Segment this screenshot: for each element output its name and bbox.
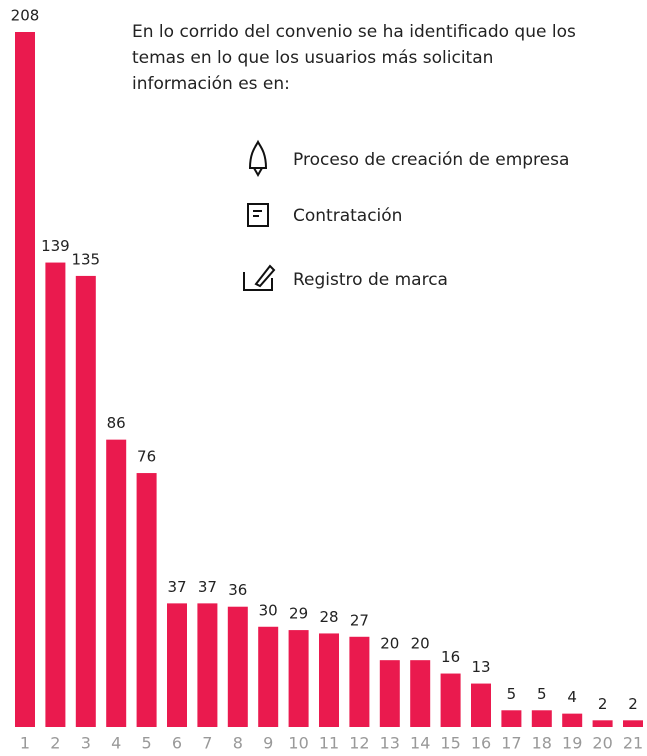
x-tick-label: 11 — [319, 734, 339, 753]
x-tick-label: 18 — [532, 734, 552, 753]
value-label: 36 — [228, 581, 247, 599]
bar — [440, 673, 461, 727]
value-label: 208 — [11, 7, 40, 25]
x-tick-label: 15 — [440, 734, 460, 753]
x-tick-label: 14 — [410, 734, 430, 753]
value-label: 29 — [289, 605, 308, 623]
bar — [501, 710, 522, 727]
bar — [45, 262, 66, 727]
value-label: 2 — [598, 695, 608, 713]
bar — [531, 710, 552, 727]
x-tick-label: 19 — [562, 734, 582, 753]
x-tick-label: 12 — [349, 734, 369, 753]
bar — [167, 603, 187, 727]
value-label: 135 — [71, 250, 100, 268]
topic-item: Registro de marca — [293, 270, 448, 290]
value-label: 5 — [507, 685, 517, 703]
bar — [136, 473, 157, 727]
bar — [623, 720, 643, 727]
x-tick-label: 7 — [202, 734, 212, 753]
value-label: 37 — [167, 578, 186, 596]
bar — [471, 683, 491, 727]
x-tick-label: 17 — [501, 734, 521, 753]
bar — [379, 660, 400, 727]
annotation-line: temas en lo que los usuarios más solicit… — [132, 48, 493, 68]
value-label: 13 — [471, 658, 490, 676]
x-tick-label: 5 — [142, 734, 152, 753]
bar — [592, 720, 613, 727]
icon-rocket — [248, 139, 268, 178]
value-label: 37 — [198, 578, 217, 596]
x-tick-label: 2 — [50, 734, 60, 753]
x-tick-label: 6 — [172, 734, 182, 753]
x-tick-label: 13 — [380, 734, 400, 753]
x-tick-label: 9 — [263, 734, 273, 753]
bar — [227, 606, 248, 727]
bar — [15, 32, 35, 727]
topic-item: Proceso de creación de empresa — [293, 150, 569, 170]
topic-item: Contratación — [293, 206, 402, 226]
bar — [562, 713, 583, 727]
bar — [288, 630, 309, 727]
bar — [349, 636, 370, 727]
x-tick-label: 20 — [592, 734, 612, 753]
x-tick-label: 21 — [623, 734, 643, 753]
value-label: 86 — [107, 414, 126, 432]
bar — [106, 439, 127, 727]
x-tick-label: 4 — [111, 734, 121, 753]
value-label: 28 — [319, 608, 338, 626]
x-tick-label: 3 — [81, 734, 91, 753]
bar — [75, 275, 96, 727]
icon-document — [247, 203, 269, 227]
x-tick-label: 8 — [233, 734, 243, 753]
annotation-line: En lo corrido del convenio se ha identif… — [132, 22, 576, 42]
value-label: 2 — [628, 695, 638, 713]
value-label: 5 — [537, 685, 547, 703]
bar — [319, 633, 339, 727]
x-tick-label: 10 — [288, 734, 308, 753]
x-tick-label: 16 — [471, 734, 491, 753]
value-label: 139 — [41, 237, 70, 255]
annotation-line: información es en: — [132, 74, 290, 94]
value-label: 20 — [411, 635, 430, 653]
value-label: 27 — [350, 611, 369, 629]
value-label: 30 — [259, 601, 278, 619]
value-label: 20 — [380, 635, 399, 653]
bar — [258, 626, 279, 727]
value-label: 4 — [567, 688, 577, 706]
value-label: 16 — [441, 648, 460, 666]
value-label: 76 — [137, 448, 156, 466]
icon-signature — [243, 264, 276, 291]
x-tick-label: 1 — [20, 734, 30, 753]
bar — [197, 603, 218, 727]
bar — [410, 660, 431, 727]
